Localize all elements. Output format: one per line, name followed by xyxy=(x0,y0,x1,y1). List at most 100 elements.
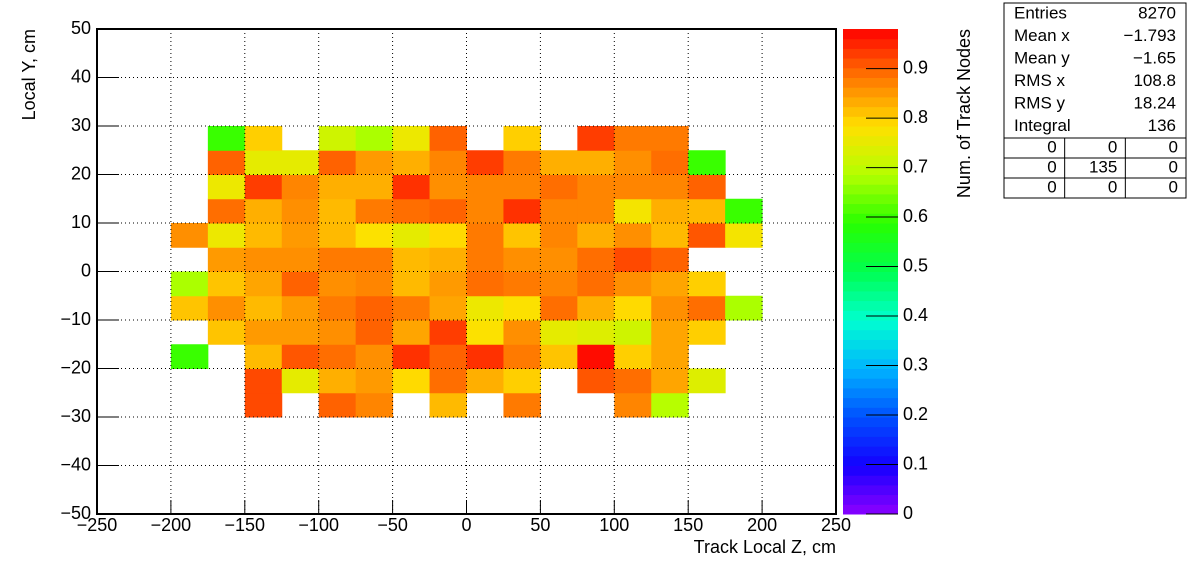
heatmap-cell xyxy=(614,344,652,369)
heatmap-cell xyxy=(614,174,652,200)
y-tick-label: −40 xyxy=(60,454,91,474)
heatmap-cell xyxy=(244,392,283,418)
heatmap-cell xyxy=(429,223,467,248)
heatmap-cell xyxy=(503,344,541,369)
z-tick-label: 0.4 xyxy=(903,305,928,325)
heatmap-cell xyxy=(318,126,357,151)
heatmap-cell xyxy=(503,223,541,248)
palette-band xyxy=(843,184,898,195)
palette-band xyxy=(843,135,898,146)
palette-band xyxy=(843,320,898,331)
heatmap-cell xyxy=(355,320,394,345)
heatmap-cell xyxy=(466,174,504,200)
stats-value: −1.65 xyxy=(1133,49,1176,68)
heatmap-cell xyxy=(651,247,689,272)
heatmap-cell xyxy=(503,126,541,151)
palette-band xyxy=(843,223,898,234)
heatmap-cell xyxy=(614,223,652,248)
palette-band xyxy=(843,455,898,466)
heatmap-cell xyxy=(725,198,763,224)
y-tick-label: 20 xyxy=(71,163,91,183)
heatmap-cell xyxy=(318,150,357,175)
y-tick-label: 10 xyxy=(71,212,91,232)
z-tick-label: 0.5 xyxy=(903,255,928,275)
heatmap-cell xyxy=(318,247,357,272)
x-tick-label: 200 xyxy=(747,515,777,535)
heatmap-cell xyxy=(651,320,689,345)
heatmap-cell xyxy=(244,247,283,272)
palette-band xyxy=(843,96,898,108)
y-tick-label: 50 xyxy=(71,18,91,38)
palette-band xyxy=(843,232,898,243)
heatmap-cell xyxy=(614,295,652,321)
heatmap-cell xyxy=(207,271,246,297)
heatmap-cell xyxy=(207,320,246,345)
heatmap-cell xyxy=(577,223,615,248)
palette-band xyxy=(843,155,898,166)
palette-band xyxy=(843,252,898,263)
heatmap-cell xyxy=(540,198,578,224)
y-tick-label: −50 xyxy=(60,503,91,523)
stats-grid-value: 0 xyxy=(1169,157,1178,176)
heatmap-cell xyxy=(540,271,578,297)
stats-grid-value: 0 xyxy=(1169,137,1178,156)
heatmap-cell xyxy=(688,320,726,345)
heatmap-cell xyxy=(392,174,431,200)
palette-band xyxy=(843,213,898,224)
heatmap-cell xyxy=(355,223,394,248)
heatmap-cell xyxy=(318,392,357,418)
palette-band xyxy=(843,349,898,360)
heatmap-cell xyxy=(688,295,726,321)
heatmap-cell xyxy=(392,247,431,272)
heatmap-cell xyxy=(281,295,320,321)
heatmap-cell xyxy=(281,150,320,175)
x-tick-label: −100 xyxy=(298,515,339,535)
heatmap-cell xyxy=(281,174,320,200)
heatmap-cell xyxy=(281,271,320,297)
heatmap-cell xyxy=(466,150,504,175)
heatmap-cell xyxy=(355,344,394,369)
palette-band xyxy=(843,494,898,505)
palette-band xyxy=(843,339,898,350)
z-tick-label: 0.2 xyxy=(903,404,928,424)
heatmap-cell xyxy=(318,198,357,224)
palette-band xyxy=(843,174,898,185)
heatmap-cell xyxy=(429,271,467,297)
palette-band xyxy=(843,106,898,117)
heatmap-cell xyxy=(207,174,246,200)
heatmap-cell xyxy=(318,174,357,200)
palette-band xyxy=(843,164,898,175)
heatmap-cell xyxy=(355,198,394,224)
heatmap-cell xyxy=(429,150,467,175)
heatmap-cell xyxy=(429,392,467,418)
heatmap-cell xyxy=(318,295,357,321)
stats-name: Mean x xyxy=(1014,26,1070,45)
x-tick-label: −250 xyxy=(77,515,118,535)
palette-band xyxy=(843,145,898,156)
heatmap-cell xyxy=(651,344,689,369)
heatmap-cell xyxy=(244,320,283,345)
heatmap-cell xyxy=(244,223,283,248)
palette-band xyxy=(843,48,898,59)
palette-band xyxy=(843,446,898,457)
heatmap-cell xyxy=(503,320,541,345)
heatmap-cell xyxy=(688,150,726,175)
heatmap-cell xyxy=(688,368,726,394)
heatmap-cell xyxy=(540,150,578,175)
heatmap-cell xyxy=(392,271,431,297)
palette-band xyxy=(843,484,898,496)
x-tick-label: 50 xyxy=(530,515,550,535)
heatmap-cell xyxy=(244,344,283,369)
heatmap-cell xyxy=(318,223,357,248)
palette-band xyxy=(843,58,898,69)
palette-band xyxy=(843,300,898,311)
heatmap-cell xyxy=(466,368,504,394)
heatmap-cell xyxy=(170,223,209,248)
palette-band xyxy=(843,417,898,428)
y-tick-label: −30 xyxy=(60,406,91,426)
heatmap-cell xyxy=(466,198,504,224)
z-tick-label: 0.9 xyxy=(903,57,928,77)
heatmap-cell xyxy=(466,320,504,345)
z-tick-label: 0.7 xyxy=(903,156,928,176)
z-tick-label: 0.6 xyxy=(903,206,928,226)
